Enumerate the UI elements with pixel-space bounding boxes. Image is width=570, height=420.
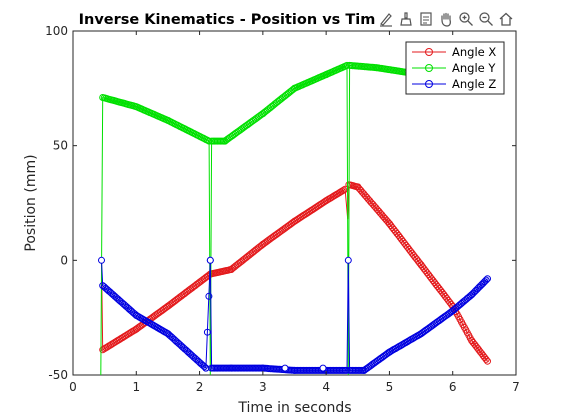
legend: Angle X Angle Y Angle Z (405, 41, 505, 95)
y-tick-label: 0 (60, 253, 68, 267)
x-axis-label: Time in seconds (237, 400, 351, 416)
data-point-angle-x (340, 186, 348, 194)
axes-toolbar (376, 9, 515, 29)
edit-plot-icon[interactable] (376, 9, 395, 28)
x-tick-label: 5 (386, 380, 394, 394)
y-tick-label: 100 (45, 24, 68, 38)
x-tick-label: 6 (449, 380, 457, 394)
legend-entry-angle-x: Angle X (452, 45, 496, 59)
plot-area (72, 30, 517, 376)
data-point-angle-z (319, 364, 327, 372)
x-tick-label: 2 (196, 380, 204, 394)
data-brush-icon[interactable] (396, 9, 415, 28)
zoom-in-icon[interactable] (456, 9, 475, 28)
x-tick-label: 4 (322, 380, 330, 394)
data-point-angle-z (203, 328, 211, 336)
x-tick-label: 0 (69, 380, 77, 394)
data-point-angle-z (281, 364, 289, 372)
data-point-angle-z (98, 256, 105, 264)
data-point-angle-z (482, 276, 490, 284)
pan-hand-icon[interactable] (436, 9, 455, 28)
home-icon[interactable] (496, 9, 515, 28)
x-tick-label: 3 (259, 380, 267, 394)
data-point-angle-z (344, 256, 352, 264)
data-point-angle-x (482, 355, 490, 363)
data-point-angle-z (205, 292, 213, 300)
y-axis-label: Position (mm) (23, 154, 39, 251)
insert-legend-icon[interactable] (416, 9, 435, 28)
data-point-angle-x (341, 185, 349, 193)
x-tick-label: 7 (512, 380, 520, 394)
data-point-angle-y (205, 137, 213, 145)
data-point-angle-x (484, 357, 491, 365)
y-tick-label: 50 (53, 139, 68, 153)
data-point-angle-z (200, 363, 208, 371)
y-tick-label: -50 (48, 368, 68, 382)
legend-entry-angle-z: Angle Z (452, 77, 496, 91)
legend-marker-angle-y (425, 64, 433, 72)
legend-marker-angle-x (425, 48, 433, 56)
x-tick-label: 1 (132, 380, 140, 394)
axes-box (72, 30, 517, 376)
data-point-angle-z (206, 256, 214, 264)
legend-entry-angle-y: Angle Y (452, 61, 496, 75)
series-group (98, 61, 491, 375)
series-angle-x (99, 181, 491, 365)
zoom-out-icon[interactable] (476, 9, 495, 28)
chart-title: Inverse Kinematics - Position vs Tim (79, 12, 376, 28)
legend-marker-angle-z (425, 80, 433, 88)
data-point-angle-z (484, 275, 491, 283)
